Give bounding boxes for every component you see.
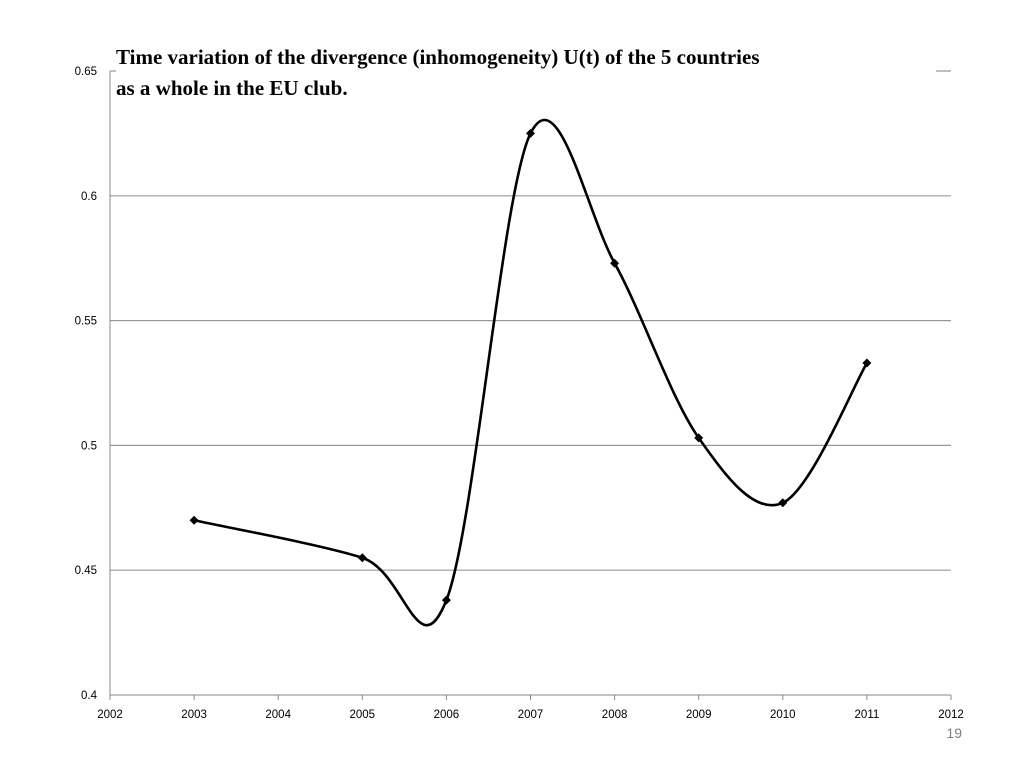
- data-point-2010: [778, 498, 788, 508]
- data-point-2009: [694, 433, 704, 443]
- y-tick-label-3: 0.55: [75, 316, 97, 328]
- x-tick-label-8: 2010: [770, 709, 796, 721]
- x-tick-label-2: 2004: [265, 709, 291, 721]
- y-tick-label-5: 0.65: [75, 66, 97, 78]
- data-point-2006: [441, 595, 451, 605]
- data-point-2007: [526, 128, 535, 138]
- x-tick-label-4: 2006: [434, 709, 460, 721]
- chart-title: Time variation of the divergence (inhomo…: [116, 42, 936, 104]
- x-tick-label-9: 2011: [855, 709, 880, 721]
- y-tick-labels: 0.4 0.45 0.5 0.55 0.6 0.65: [75, 66, 98, 702]
- gridlines: [110, 70, 951, 571]
- y-tick-label-0: 0.4: [81, 690, 98, 702]
- chart-title-line-2: as a whole in the EU club.: [116, 76, 348, 100]
- axes: [109, 71, 952, 700]
- y-tick-label-4: 0.6: [81, 191, 97, 203]
- x-tick-label-6: 2008: [602, 709, 628, 721]
- x-tick-label-1: 2003: [181, 709, 207, 721]
- y-tick-label-2: 0.5: [81, 440, 97, 452]
- x-tick-labels: 2002 2003 2004 2005 2006 2007 2008 2009 2010 2011…: [97, 709, 964, 721]
- series-layer: [189, 118, 872, 627]
- data-point-2005: [357, 553, 367, 563]
- data-point-2011: [862, 358, 872, 368]
- x-tick-label-0: 2002: [97, 709, 123, 721]
- series-line-0: [193, 118, 869, 627]
- data-point-2003: [189, 515, 199, 525]
- x-tick-label-3: 2005: [350, 709, 376, 721]
- x-tick-label-7: 2009: [686, 709, 712, 721]
- x-tick-label-5: 2007: [518, 709, 544, 721]
- data-point-2008: [610, 258, 620, 268]
- x-tick-label-10: 2012: [938, 709, 964, 721]
- y-tick-label-1: 0.45: [75, 565, 97, 577]
- page-number: 19: [946, 725, 962, 741]
- chart-title-line-1: Time variation of the divergence (inhomo…: [116, 45, 760, 69]
